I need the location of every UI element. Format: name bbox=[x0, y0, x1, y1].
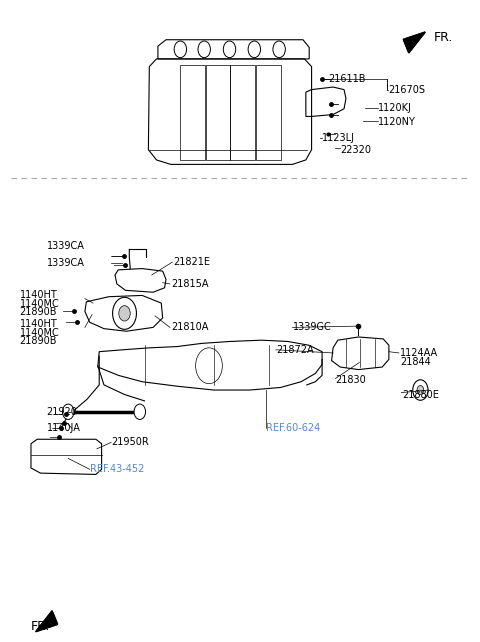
Circle shape bbox=[119, 306, 130, 321]
Circle shape bbox=[248, 41, 261, 58]
Bar bbox=[256, 65, 281, 160]
Text: 1140JA: 1140JA bbox=[47, 423, 81, 433]
Text: 1339CA: 1339CA bbox=[47, 259, 84, 268]
Text: 21611B: 21611B bbox=[328, 74, 366, 84]
Text: 1140HT: 1140HT bbox=[20, 319, 57, 329]
Text: 21890B: 21890B bbox=[20, 307, 57, 317]
Text: 21872A: 21872A bbox=[276, 345, 313, 355]
Text: 21950R: 21950R bbox=[111, 437, 149, 447]
Circle shape bbox=[174, 41, 187, 58]
Text: 1120KJ: 1120KJ bbox=[378, 103, 412, 113]
Circle shape bbox=[273, 41, 285, 58]
Text: 1339CA: 1339CA bbox=[47, 241, 84, 250]
Circle shape bbox=[417, 386, 424, 395]
Text: 1140MC: 1140MC bbox=[20, 327, 59, 338]
Text: 21880E: 21880E bbox=[402, 390, 439, 399]
Text: 1339GC: 1339GC bbox=[292, 322, 331, 333]
Text: 22320: 22320 bbox=[340, 145, 371, 155]
Text: 1120NY: 1120NY bbox=[378, 117, 416, 126]
Text: 1124AA: 1124AA bbox=[400, 348, 438, 358]
Text: FR.: FR. bbox=[433, 31, 453, 44]
Circle shape bbox=[62, 404, 74, 419]
Bar bbox=[205, 65, 230, 160]
Circle shape bbox=[134, 404, 145, 419]
Polygon shape bbox=[36, 611, 58, 632]
Text: 1140HT: 1140HT bbox=[20, 290, 57, 300]
Circle shape bbox=[198, 41, 210, 58]
Text: REF.43-452: REF.43-452 bbox=[90, 464, 144, 474]
Text: 21844: 21844 bbox=[400, 357, 431, 367]
Text: 21890B: 21890B bbox=[20, 336, 57, 346]
Text: 1123LJ: 1123LJ bbox=[322, 132, 355, 143]
Text: 21920: 21920 bbox=[47, 407, 78, 417]
Text: 21821E: 21821E bbox=[173, 257, 210, 267]
Text: 21830: 21830 bbox=[336, 375, 366, 385]
Text: 21810A: 21810A bbox=[171, 322, 208, 333]
Text: REF.60-624: REF.60-624 bbox=[266, 422, 321, 433]
Polygon shape bbox=[36, 611, 58, 632]
Bar bbox=[180, 65, 205, 160]
Bar bbox=[230, 65, 255, 160]
Text: 1140MC: 1140MC bbox=[20, 299, 59, 309]
Circle shape bbox=[223, 41, 236, 58]
Text: 21670S: 21670S bbox=[388, 85, 425, 94]
Text: FR.: FR. bbox=[31, 620, 50, 633]
Polygon shape bbox=[403, 32, 425, 53]
Polygon shape bbox=[403, 32, 425, 53]
Text: 21815A: 21815A bbox=[171, 279, 208, 289]
